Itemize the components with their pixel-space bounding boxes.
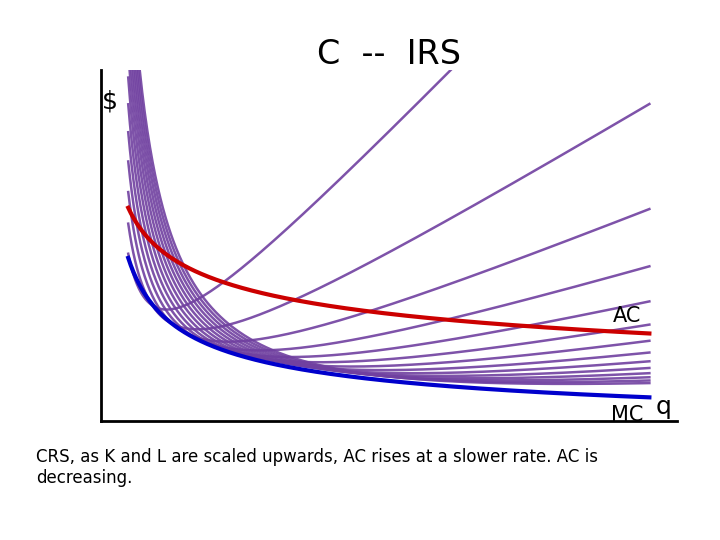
Text: MC: MC <box>611 405 644 425</box>
Text: $: $ <box>102 89 118 113</box>
Text: C  --  IRS: C -- IRS <box>317 38 461 71</box>
Text: AC: AC <box>613 306 642 326</box>
Text: q: q <box>655 395 671 418</box>
Text: CRS, as K and L are scaled upwards, AC rises at a slower rate. AC is
decreasing.: CRS, as K and L are scaled upwards, AC r… <box>36 448 598 487</box>
